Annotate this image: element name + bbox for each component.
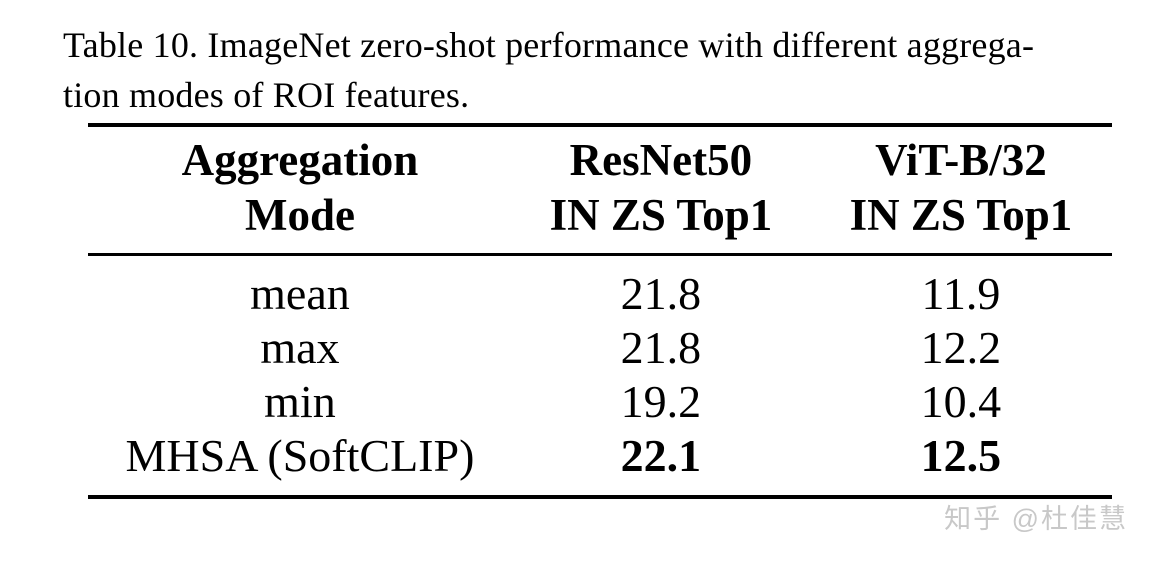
header-aggregation-mode: Aggregation Mode [88,133,512,243]
zhihu-watermark: 知乎 @杜佳慧 [944,504,1128,534]
cell-aggregation-mode: max [260,322,340,373]
table-header-row: Aggregation Mode ResNet50 IN ZS Top1 ViT… [88,127,1112,253]
cell-aggregation-mode: min [264,376,336,427]
header-line: ResNet50 [569,135,753,185]
header-resnet50: ResNet50 IN ZS Top1 [512,133,810,243]
cell-resnet50-value: 21.8 [620,322,702,373]
table-caption: Table 10. ImageNet zero-shot performance… [63,20,1143,120]
header-line: IN ZS Top1 [549,190,773,240]
caption-line-2: tion modes of ROI features. [63,75,470,115]
header-line: ViT-B/32 [875,135,1047,185]
header-vitb32: ViT-B/32 IN ZS Top1 [810,133,1112,243]
header-line: IN ZS Top1 [849,190,1073,240]
cell-resnet50-value: 19.2 [620,376,702,427]
table-row: max 21.8 12.2 [88,321,1112,375]
table-mid-rule [88,253,1112,256]
cell-aggregation-mode: mean [250,268,350,319]
table-row: MHSA (SoftCLIP) 22.1 12.5 [88,429,1112,483]
cell-aggregation-mode: MHSA (SoftCLIP) [125,430,475,481]
cell-resnet50-value: 22.1 [620,430,702,481]
cell-vitb32-value: 11.9 [921,268,1001,319]
table-row: mean 21.8 11.9 [88,267,1112,321]
cell-vitb32-value: 12.5 [920,430,1002,481]
table-row: min 19.2 10.4 [88,375,1112,429]
table-body: mean 21.8 11.9 max 21.8 12.2 min 19.2 10… [88,256,1112,495]
header-line: Mode [244,190,355,240]
cell-resnet50-value: 21.8 [620,268,702,319]
table-top-rule [88,123,1112,127]
results-table: Aggregation Mode ResNet50 IN ZS Top1 ViT… [88,123,1112,499]
cell-vitb32-value: 10.4 [920,376,1002,427]
header-line: Aggregation [181,135,419,185]
caption-line-1: Table 10. ImageNet zero-shot performance… [63,25,1035,65]
cell-vitb32-value: 12.2 [920,322,1002,373]
table-bottom-rule [88,495,1112,499]
